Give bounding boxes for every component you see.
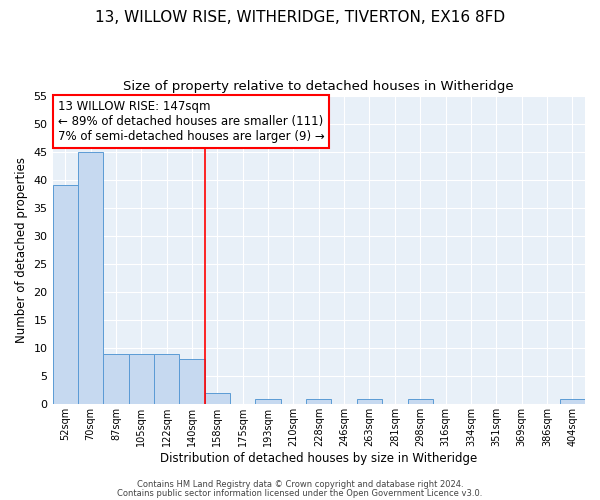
Bar [179,360,205,405]
Text: 13, WILLOW RISE, WITHERIDGE, TIVERTON, EX16 8FD: 13, WILLOW RISE, WITHERIDGE, TIVERTON, E… [95,10,505,25]
Bar [357,398,382,404]
Bar [53,186,78,404]
Bar [560,398,585,404]
Title: Size of property relative to detached houses in Witheridge: Size of property relative to detached ho… [124,80,514,93]
Text: Contains public sector information licensed under the Open Government Licence v3: Contains public sector information licen… [118,488,482,498]
Text: 13 WILLOW RISE: 147sqm
← 89% of detached houses are smaller (111)
7% of semi-det: 13 WILLOW RISE: 147sqm ← 89% of detached… [58,100,325,143]
Bar [407,398,433,404]
Bar [78,152,103,404]
Bar [306,398,331,404]
Y-axis label: Number of detached properties: Number of detached properties [15,157,28,343]
Bar [205,393,230,404]
Bar [256,398,281,404]
Bar [128,354,154,405]
X-axis label: Distribution of detached houses by size in Witheridge: Distribution of detached houses by size … [160,452,478,465]
Text: Contains HM Land Registry data © Crown copyright and database right 2024.: Contains HM Land Registry data © Crown c… [137,480,463,489]
Bar [154,354,179,405]
Bar [103,354,128,405]
